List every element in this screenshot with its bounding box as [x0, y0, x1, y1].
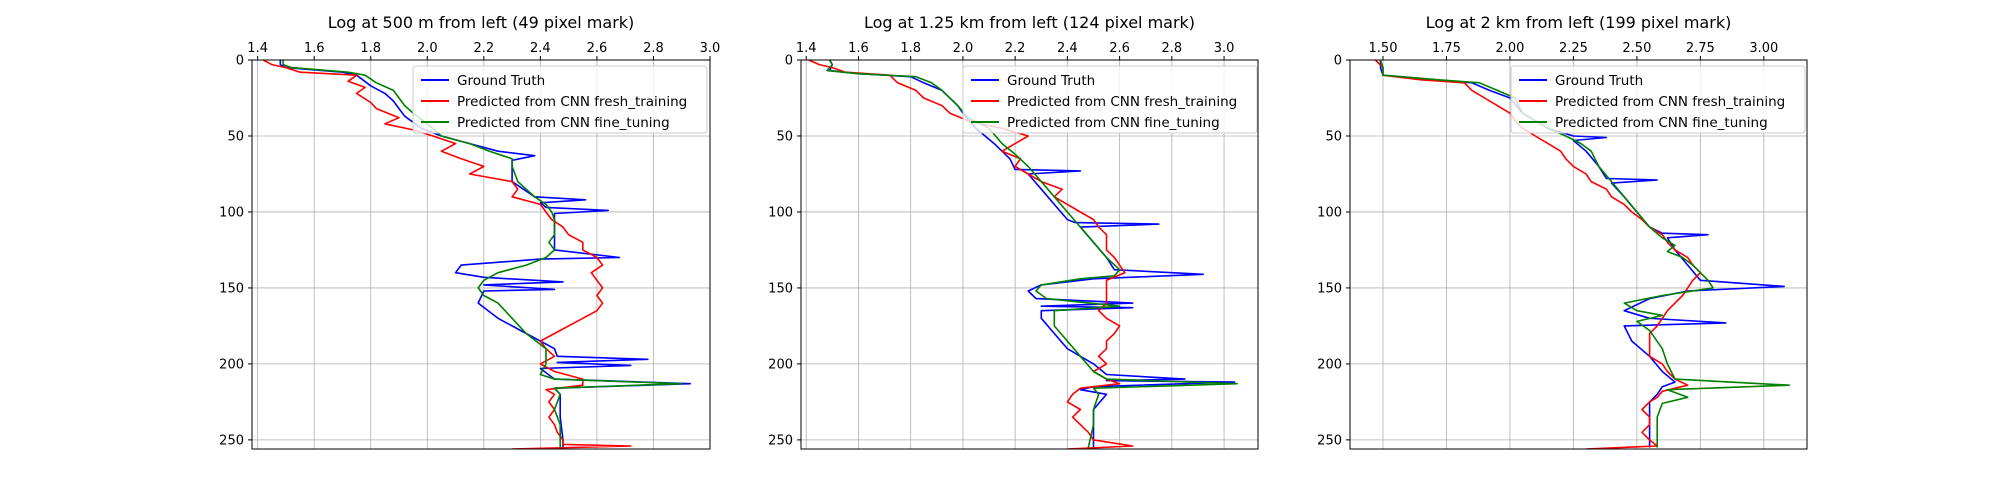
x-tick-label: 2.2 — [473, 41, 494, 56]
x-tick-label: 2.75 — [1686, 41, 1715, 56]
y-tick-label: 150 — [1317, 281, 1342, 296]
series-line-predicted-from-cnn-fine-tuning — [282, 60, 683, 448]
y-tick-label: 100 — [1317, 205, 1342, 220]
x-tick-label: 2.2 — [1005, 41, 1026, 56]
legend-label: Ground Truth — [1555, 73, 1643, 89]
plot-frame — [251, 59, 711, 450]
legend-label: Predicted from CNN fine_tuning — [457, 115, 670, 131]
chart-title: Log at 500 m from left (49 pixel mark) — [328, 13, 635, 32]
y-tick-label: 250 — [219, 433, 244, 448]
legend-box — [412, 65, 708, 134]
y-tick-label: 200 — [1317, 357, 1342, 372]
legend-box — [1510, 65, 1806, 134]
series-line-ground-truth — [279, 60, 691, 448]
legend: Ground Truth Predicted from CNN fresh_tra… — [962, 65, 1258, 134]
legend: Ground Truth Predicted from CNN fresh_tra… — [412, 65, 708, 134]
x-tick-label: 3.0 — [700, 41, 721, 56]
x-tick-label: 2.8 — [1161, 41, 1182, 56]
x-tick-label: 1.6 — [848, 41, 869, 56]
y-tick-label: 200 — [768, 357, 793, 372]
x-tick-label: 2.00 — [1495, 41, 1524, 56]
series-line-predicted-from-cnn-fresh-training — [808, 60, 1134, 449]
y-tick-label: 0 — [1334, 54, 1342, 69]
x-tick-label: 2.6 — [587, 41, 608, 56]
legend-label: Predicted from CNN fresh_training — [457, 94, 687, 110]
chart-panel-1: 1.4 1.6 1.8 2.0 2.2 2.4 2.6 2.8 3.0 0 50 100 150 200 2… — [219, 13, 721, 450]
y-tick-label: 50 — [776, 129, 793, 144]
chart-title: Log at 2 km from left (199 pixel mark) — [1426, 13, 1732, 32]
x-tick-label: 1.4 — [247, 41, 268, 56]
chart-panel-3: 1.50 1.75 2.00 2.25 2.50 2.75 3.00 0 50 100 150 200… — [1317, 13, 1808, 450]
x-tick-label: 1.75 — [1432, 41, 1461, 56]
legend: Ground Truth Predicted from CNN fresh_tra… — [1510, 65, 1806, 134]
chart-title: Log at 1.25 km from left (124 pixel mark… — [864, 13, 1195, 32]
x-tick-label: 2.0 — [953, 41, 974, 56]
x-tick-label: 2.8 — [643, 41, 664, 56]
y-tick-label: 250 — [1317, 433, 1342, 448]
legend-box — [962, 65, 1258, 134]
legend-label: Ground Truth — [457, 73, 545, 89]
y-tick-label: 250 — [768, 433, 793, 448]
plot-frame — [800, 59, 1259, 450]
y-tick-label: 150 — [768, 281, 793, 296]
y-tick-label: 0 — [785, 54, 793, 69]
series-line-predicted-from-cnn-fine-tuning — [826, 60, 1238, 448]
y-tick-label: 50 — [1325, 129, 1342, 144]
legend-label: Predicted from CNN fine_tuning — [1555, 115, 1768, 131]
y-tick-label: 0 — [236, 54, 244, 69]
series-line-predicted-from-cnn-fresh-training — [262, 60, 632, 449]
x-tick-label: 2.0 — [417, 41, 438, 56]
x-tick-label: 2.25 — [1559, 41, 1588, 56]
x-tick-label: 3.0 — [1214, 41, 1235, 56]
legend-label: Predicted from CNN fresh_training — [1007, 94, 1237, 110]
x-tick-label: 2.4 — [530, 41, 551, 56]
y-tick-label: 200 — [219, 357, 244, 372]
chart-panel-2: 1.4 1.6 1.8 2.0 2.2 2.4 2.6 2.8 3.0 0 50 100 150 200 2… — [768, 13, 1259, 450]
plot-frame — [1349, 59, 1808, 450]
x-tick-label: 3.00 — [1749, 41, 1778, 56]
x-tick-label: 1.4 — [796, 41, 817, 56]
x-tick-label: 1.50 — [1369, 41, 1398, 56]
x-tick-label: 2.4 — [1057, 41, 1078, 56]
y-tick-label: 50 — [227, 129, 244, 144]
x-tick-label: 2.6 — [1109, 41, 1130, 56]
x-tick-label: 1.8 — [360, 41, 381, 56]
y-tick-label: 100 — [768, 205, 793, 220]
x-tick-label: 1.8 — [900, 41, 921, 56]
y-tick-label: 150 — [219, 281, 244, 296]
legend-label: Predicted from CNN fresh_training — [1555, 94, 1785, 110]
legend-label: Predicted from CNN fine_tuning — [1007, 115, 1220, 131]
y-tick-label: 100 — [219, 205, 244, 220]
x-tick-label: 2.50 — [1622, 41, 1651, 56]
x-tick-label: 1.6 — [304, 41, 325, 56]
legend-label: Ground Truth — [1007, 73, 1095, 89]
